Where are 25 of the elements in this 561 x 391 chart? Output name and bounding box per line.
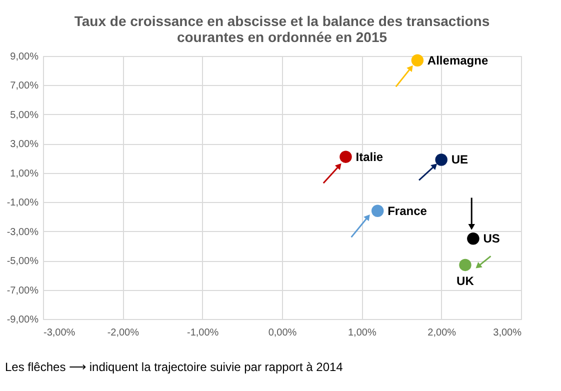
y-tick-label: 1,00% — [10, 168, 39, 180]
text: Les flêches ⟶ indiquent la trajectoire suivie par rapport à 2014 — [5, 360, 344, 374]
x-tick-label: -1,00% — [186, 328, 219, 338]
y-tick-label: -9,00% — [6, 314, 39, 326]
x-tick-label: -2,00% — [107, 328, 140, 338]
x-tick-label: 0,00% — [268, 328, 297, 338]
y-tick-label: 5,00% — [10, 110, 39, 121]
series-label: UK — [456, 274, 474, 288]
x-tick-label: 1,00% — [348, 328, 376, 338]
y-tick-label: -7,00% — [6, 285, 39, 296]
y-tick-label: -5,00% — [6, 256, 39, 268]
series-label: Italie — [356, 150, 384, 164]
y-tick-label: 3,00% — [10, 139, 39, 150]
series-label: UE — [451, 152, 468, 167]
series-label: France — [388, 204, 428, 218]
x-tick-label: 3,00% — [493, 328, 522, 338]
y-tick-label: -1,00% — [6, 198, 39, 209]
x-tick-label: 2,00% — [428, 328, 456, 338]
series-label: US — [483, 232, 500, 246]
y-tick-label: 9,00% — [10, 52, 39, 62]
series-label: Allemagne — [427, 53, 488, 68]
y-tick-label: -3,00% — [6, 226, 39, 238]
chart-title: Taux de croissance en abscisse et la balance des transactions courantes en ordonnée en 2015 — [74, 13, 490, 45]
x-tick-label: -3,00% — [44, 328, 76, 338]
y-tick-label: 7,00% — [10, 80, 39, 92]
